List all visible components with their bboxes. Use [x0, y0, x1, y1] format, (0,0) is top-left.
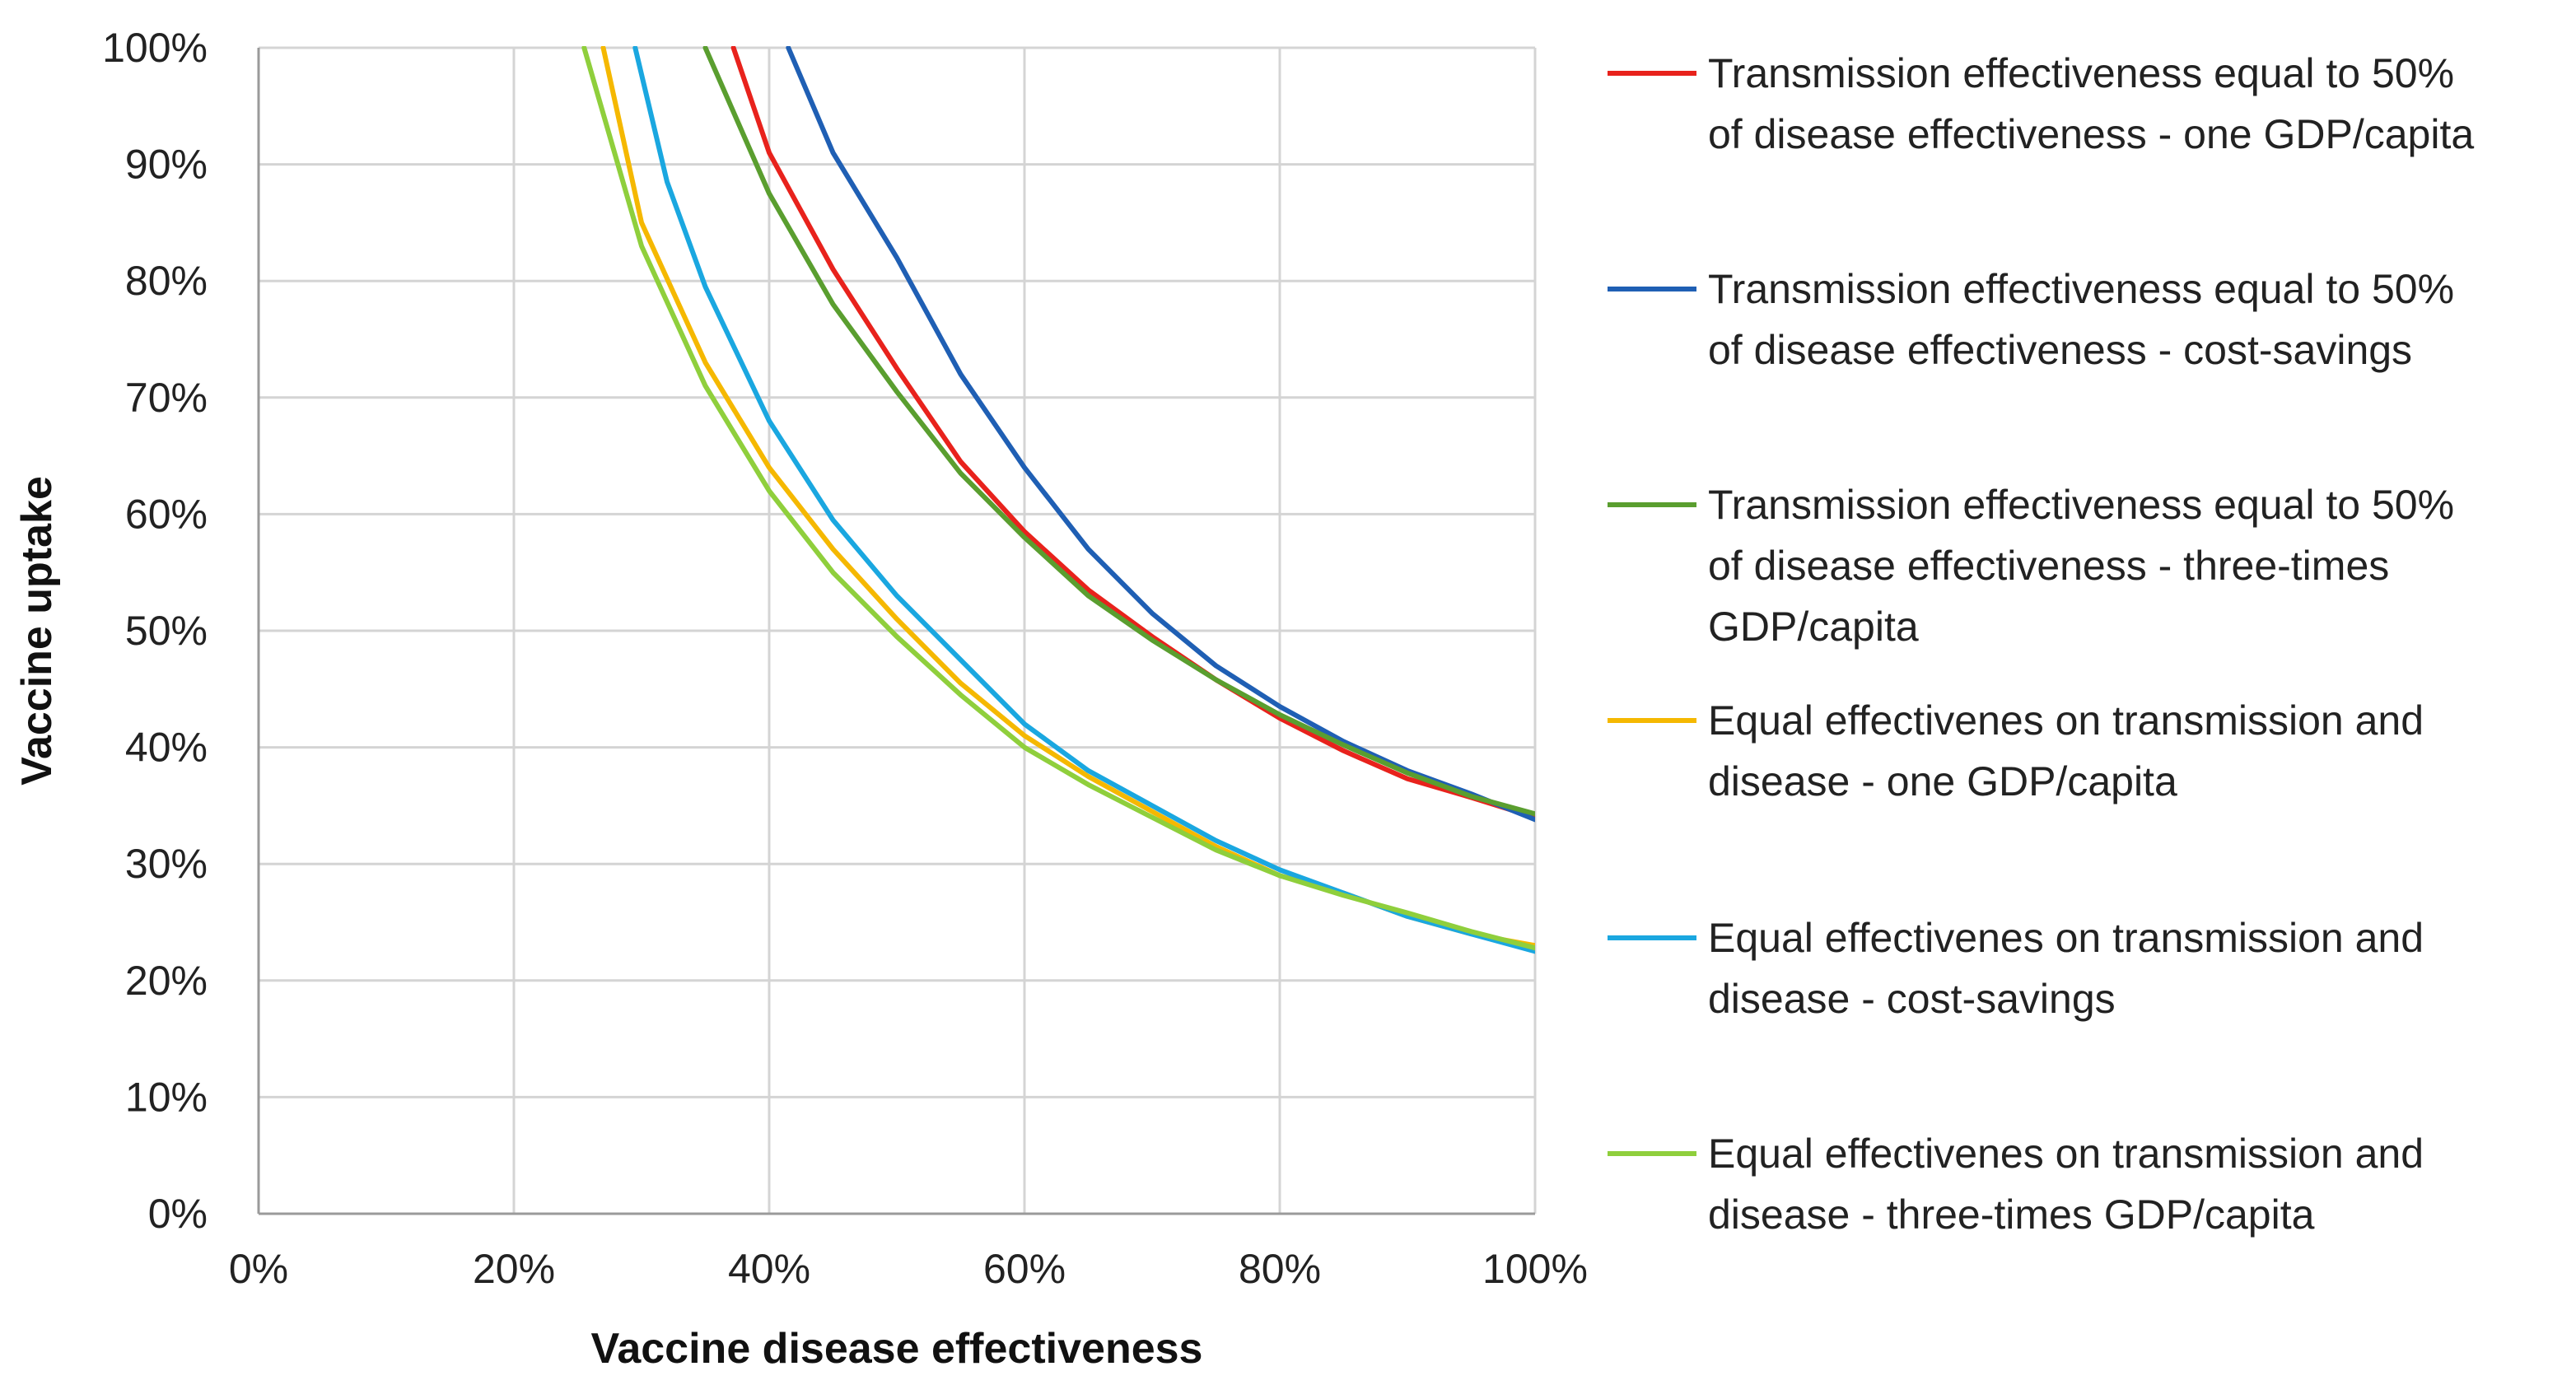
- y-tick-label: 90%: [125, 142, 208, 188]
- y-tick-label: 30%: [125, 841, 208, 887]
- x-tick-label: 80%: [1239, 1246, 1321, 1292]
- legend-label: disease - three-times GDP/capita: [1708, 1191, 2315, 1238]
- legend-label: Transmission effectiveness equal to 50%: [1708, 50, 2454, 96]
- series-line-1: [730, 46, 1535, 820]
- y-tick-label: 60%: [125, 491, 208, 537]
- series-lines: [581, 46, 1535, 954]
- y-tick-label: 80%: [125, 258, 208, 304]
- x-tick-label: 0%: [229, 1246, 288, 1292]
- x-tick-label: 40%: [728, 1246, 810, 1292]
- legend-label: of disease effectiveness - three-times: [1708, 543, 2389, 589]
- x-axis-title: Vaccine disease effectiveness: [591, 1325, 1203, 1373]
- legend-label: GDP/capita: [1708, 604, 1919, 650]
- y-tick-label: 20%: [125, 958, 208, 1004]
- legend-label: of disease effectiveness - cost-savings: [1708, 327, 2412, 373]
- y-tick-label: 40%: [125, 725, 208, 771]
- y-tick-label: 50%: [125, 608, 208, 654]
- y-tick-label: 0%: [148, 1191, 208, 1237]
- grid: [257, 46, 1537, 1215]
- legend-label: of disease effectiveness - one GDP/capit…: [1708, 111, 2474, 157]
- legend-label: Transmission effectiveness equal to 50%: [1708, 482, 2454, 528]
- x-tick-label: 60%: [983, 1246, 1066, 1292]
- y-tick-label: 70%: [125, 375, 208, 421]
- legend-label: Transmission effectiveness equal to 50%: [1708, 266, 2454, 312]
- series-line-6: [581, 46, 1535, 951]
- x-tick-label: 20%: [473, 1246, 555, 1292]
- legend-label: Equal effectivenes on transmission and: [1708, 915, 2424, 961]
- axes: 0% 10% 20% 30% 40% 50% 60% 70% 80% 90% 100% 0% 20% 40…: [13, 25, 1588, 1373]
- y-axis-title: Vaccine uptake: [13, 476, 61, 786]
- y-tick-label: 100%: [102, 25, 208, 71]
- legend-label: Equal effectivenes on transmission and: [1708, 697, 2424, 744]
- legend-label: disease - one GDP/capita: [1708, 758, 2177, 804]
- series-line-3: [702, 46, 1535, 817]
- legend-label: Equal effectivenes on transmission and: [1708, 1131, 2424, 1177]
- legend-label: disease - cost-savings: [1708, 976, 2116, 1022]
- y-tick-label: 10%: [125, 1074, 208, 1120]
- x-tick-label: 100%: [1482, 1246, 1588, 1292]
- legend: Transmission effectiveness equal to 50% o…: [1608, 50, 2474, 1238]
